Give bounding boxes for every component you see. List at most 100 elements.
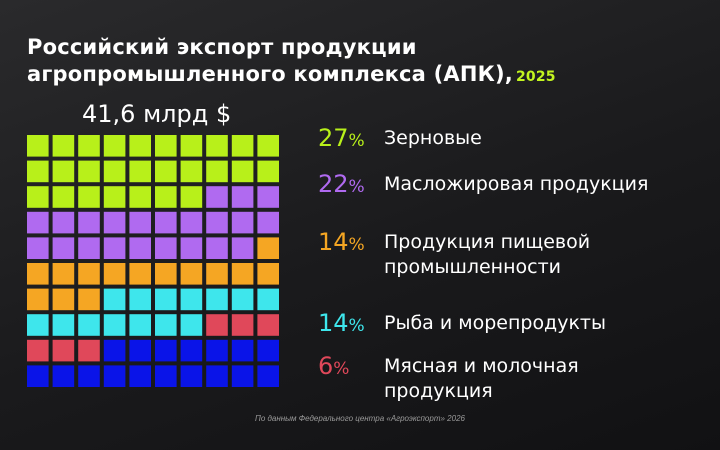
waffle-cell-1 — [206, 237, 228, 259]
waffle-cell-3 — [103, 288, 126, 311]
legend-label: Мясная и молочная продукция — [384, 354, 704, 404]
waffle-cell-5 — [78, 365, 100, 387]
percent-sign: % — [348, 235, 365, 255]
waffle-cell-2 — [257, 237, 279, 259]
waffle-cell-3 — [27, 314, 49, 336]
waffle-cell-2 — [155, 263, 177, 285]
waffle-cell-0 — [206, 160, 228, 183]
waffle-cell-4 — [231, 314, 254, 336]
waffle-cell-1 — [257, 186, 279, 208]
waffle-cell-0 — [257, 135, 279, 157]
waffle-cell-3 — [257, 288, 279, 311]
waffle-cell-1 — [231, 186, 254, 208]
waffle-cell-2 — [78, 263, 100, 285]
waffle-cell-2 — [78, 288, 100, 311]
legend-percent-value: 27 — [318, 124, 349, 152]
waffle-cell-5 — [103, 339, 126, 362]
waffle-cell-5 — [129, 365, 151, 387]
waffle-cell-0 — [129, 186, 151, 208]
waffle-cell-1 — [180, 237, 203, 259]
legend-percent-value: 22 — [318, 170, 349, 198]
title-line-2-text: агропромышленного комплекса (АПК), — [27, 62, 513, 86]
legend-label: Рыба и морепродукты — [384, 312, 606, 334]
waffle-cell-5 — [231, 365, 254, 387]
legend-percent: 22% — [318, 170, 365, 198]
waffle-cell-0 — [129, 135, 151, 157]
waffle-cell-1 — [129, 237, 151, 259]
waffle-cell-0 — [78, 160, 100, 183]
waffle-cell-5 — [206, 365, 228, 387]
waffle-cell-5 — [129, 339, 151, 362]
waffle-cell-0 — [27, 160, 49, 183]
waffle-cell-2 — [257, 263, 279, 285]
waffle-cell-3 — [180, 288, 203, 311]
waffle-cell-1 — [155, 211, 177, 234]
waffle-cell-2 — [27, 288, 49, 311]
waffle-cell-4 — [52, 339, 75, 362]
waffle-cell-2 — [206, 263, 228, 285]
waffle-cell-3 — [155, 314, 177, 336]
waffle-cell-1 — [27, 237, 49, 259]
waffle-cell-4 — [206, 314, 228, 336]
total-value: 41,6 млрд $ — [82, 100, 232, 128]
waffle-cell-5 — [257, 365, 279, 387]
waffle-cell-1 — [129, 211, 151, 234]
waffle-cell-0 — [155, 186, 177, 208]
waffle-cell-0 — [231, 135, 254, 157]
waffle-cell-5 — [180, 339, 203, 362]
waffle-cell-0 — [52, 186, 75, 208]
chart-title: Российский экспорт продукции агропромышл… — [27, 34, 687, 91]
waffle-cell-3 — [78, 314, 100, 336]
legend-percent-value: 14 — [318, 228, 349, 256]
waffle-cell-1 — [231, 237, 254, 259]
waffle-cell-5 — [180, 365, 203, 387]
waffle-cell-1 — [155, 237, 177, 259]
waffle-cell-0 — [103, 186, 126, 208]
waffle-cell-0 — [129, 160, 151, 183]
legend-percent-value: 14 — [318, 309, 349, 337]
percent-sign: % — [333, 359, 350, 379]
waffle-cell-1 — [78, 237, 100, 259]
source-footnote: По данным Федерального центра «Агроэкспо… — [255, 414, 465, 423]
waffle-cell-2 — [52, 288, 75, 311]
waffle-cell-3 — [129, 288, 151, 311]
legend-percent: 27% — [318, 124, 365, 152]
waffle-cell-0 — [78, 186, 100, 208]
waffle-cell-0 — [103, 160, 126, 183]
waffle-cell-0 — [78, 135, 100, 157]
waffle-cell-2 — [103, 263, 126, 285]
legend-label-line-2: продукция — [384, 380, 493, 402]
waffle-cell-0 — [155, 160, 177, 183]
waffle-cell-0 — [180, 160, 203, 183]
waffle-cell-3 — [155, 288, 177, 311]
waffle-cell-1 — [78, 211, 100, 234]
waffle-cell-1 — [27, 211, 49, 234]
legend-percent: 6% — [318, 352, 349, 380]
waffle-cell-1 — [231, 211, 254, 234]
title-year: 2025 — [515, 69, 556, 85]
waffle-cell-0 — [27, 186, 49, 208]
waffle-cell-1 — [103, 237, 126, 259]
waffle-chart — [27, 135, 279, 387]
waffle-cell-4 — [27, 339, 49, 362]
legend-percent: 14% — [318, 309, 365, 337]
waffle-cell-0 — [52, 160, 75, 183]
percent-sign: % — [348, 131, 365, 151]
waffle-cell-5 — [231, 339, 254, 362]
waffle-cell-1 — [206, 211, 228, 234]
legend-label-line-1: Продукция пищевой — [384, 231, 591, 253]
waffle-cell-0 — [180, 186, 203, 208]
waffle-cell-5 — [155, 365, 177, 387]
legend-percent: 14% — [318, 228, 365, 256]
title-line-1: Российский экспорт продукции — [27, 35, 417, 59]
waffle-cell-2 — [180, 263, 203, 285]
waffle-cell-2 — [231, 263, 254, 285]
waffle-cell-1 — [257, 211, 279, 234]
waffle-cell-0 — [103, 135, 126, 157]
waffle-cell-0 — [155, 135, 177, 157]
percent-sign: % — [348, 177, 365, 197]
waffle-cell-2 — [52, 263, 75, 285]
waffle-cell-5 — [206, 339, 228, 362]
waffle-cell-2 — [27, 263, 49, 285]
waffle-cell-0 — [257, 160, 279, 183]
